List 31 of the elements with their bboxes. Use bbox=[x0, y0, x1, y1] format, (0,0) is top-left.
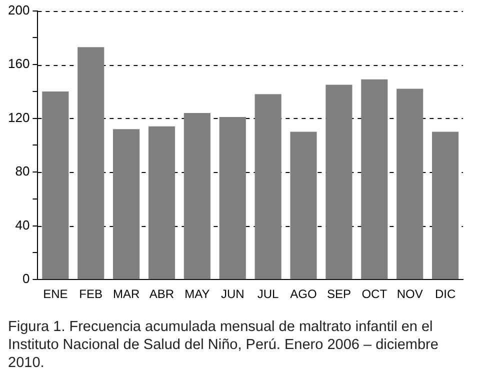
x-tick-label: NOV bbox=[396, 287, 423, 302]
bar bbox=[254, 94, 282, 280]
bar bbox=[290, 132, 317, 280]
x-tick-label: JUN bbox=[220, 287, 244, 302]
y-tick-label: 120 bbox=[8, 110, 30, 125]
x-tick-label: ABR bbox=[149, 287, 174, 302]
x-tick-label: MAR bbox=[112, 287, 140, 302]
x-tick-label: SEP bbox=[326, 287, 351, 302]
y-tick-label: 40 bbox=[15, 217, 30, 232]
bar bbox=[361, 79, 388, 280]
y-tick-label: 200 bbox=[8, 2, 30, 18]
x-tick-label: ENE bbox=[43, 287, 68, 302]
bar bbox=[326, 84, 352, 280]
x-tick-label: OCT bbox=[362, 287, 388, 302]
y-tick-label: 160 bbox=[8, 56, 30, 72]
bar bbox=[396, 88, 424, 280]
x-tick-label: AGO bbox=[290, 287, 317, 302]
bar bbox=[148, 126, 176, 280]
x-tick-label: JUL bbox=[257, 287, 280, 302]
bar bbox=[113, 129, 140, 280]
text: Figura 1. Frecuencia acumulada mensual de maltrato infantil en el Instituto Nacional de Salud del Niño, Perú. Enero 2006 – diciembre 2010. bbox=[8, 318, 440, 372]
bar bbox=[219, 116, 246, 280]
x-tick-label: MAY bbox=[184, 287, 210, 302]
bar bbox=[42, 91, 69, 280]
x-tick-label: FEB bbox=[79, 287, 103, 302]
bar bbox=[432, 132, 459, 280]
x-tick-label: DIC bbox=[434, 287, 456, 302]
y-tick-label: 80 bbox=[15, 164, 30, 179]
bar bbox=[184, 112, 210, 280]
bar bbox=[78, 47, 104, 280]
y-tick-label: 0 bbox=[22, 271, 30, 286]
